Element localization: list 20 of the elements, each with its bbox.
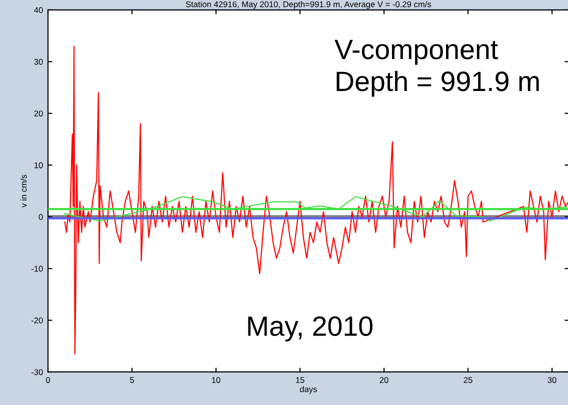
x-tick-label: 30 — [548, 377, 556, 383]
y-tick-label: 10 — [34, 162, 43, 168]
annotation: May, 2010 — [248, 316, 372, 342]
y-tick-label: -10 — [31, 266, 43, 272]
x-tick-label: 0 — [46, 377, 50, 383]
x-tick-label: 15 — [296, 377, 304, 383]
y-tick-label: -30 — [31, 369, 43, 376]
y-tick-label: 0 — [38, 214, 43, 220]
y-tick-label: 40 — [34, 7, 43, 14]
y-tick-label: -20 — [31, 317, 43, 324]
y-tick-label: 30 — [34, 58, 43, 65]
x-tick-label: 10 — [212, 377, 220, 383]
x-tick-label: 20 — [380, 377, 388, 383]
x-tick-label: 5 — [130, 377, 134, 383]
chart-title: Station 42916, May 2010, Depth=991.9 m, Average V = -0.29 cm/s — [186, 1, 432, 9]
y-tick-label: 20 — [34, 110, 43, 116]
x-axis-title: days — [300, 386, 317, 394]
y-axis-title: v in cm/s — [20, 174, 27, 208]
annotation: V-component Depth = 991.9 m — [334, 40, 539, 97]
x-tick-label: 25 — [464, 377, 472, 383]
